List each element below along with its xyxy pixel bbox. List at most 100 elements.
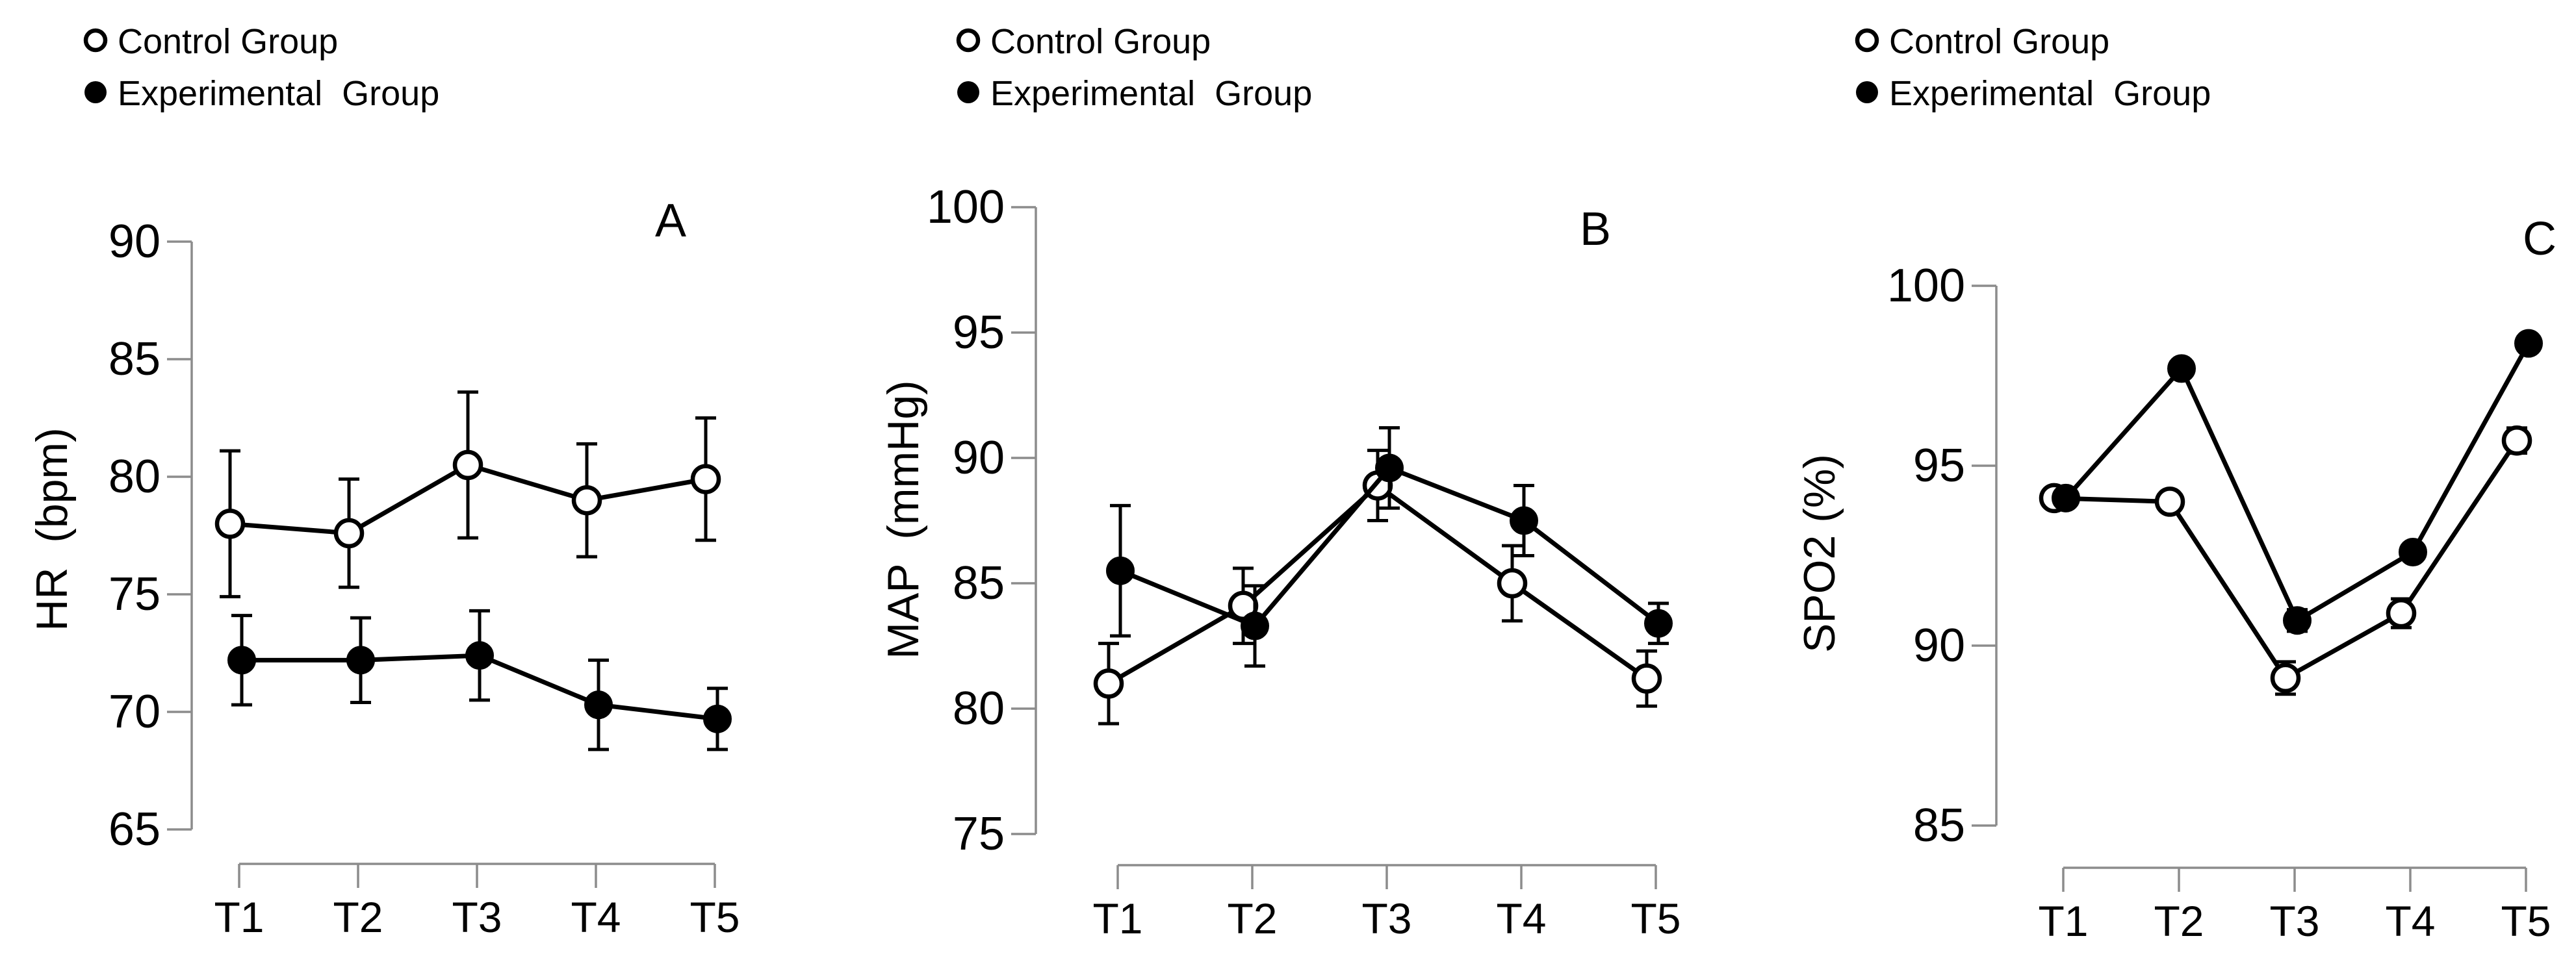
- data-point-filled: [1106, 556, 1135, 585]
- x-tick-label: T1: [1092, 894, 1142, 942]
- x-axis: T1 T2 T3 T4 T5: [1092, 864, 1681, 942]
- open-circle-marker-icon: [1855, 28, 1879, 53]
- x-tick-label: T5: [2501, 897, 2551, 945]
- legend-item-experimental: Experimental Group: [1856, 74, 2211, 113]
- data-point-open: [2386, 598, 2417, 629]
- x-tick-label: T5: [1630, 894, 1681, 942]
- series-control: [2039, 425, 2532, 696]
- panel-a: Control Group Experimental Group A 65 70 75 80…: [27, 22, 740, 941]
- data-point-open: [571, 485, 602, 516]
- y-tick-label: 85: [109, 333, 161, 385]
- x-tick-label: T3: [452, 893, 502, 941]
- data-point-open: [1631, 663, 1662, 694]
- series-control: [214, 390, 721, 599]
- y-tick-label: 70: [109, 686, 161, 738]
- legend: Control Group Experimental Group: [83, 22, 439, 113]
- series-experimental: [227, 609, 732, 752]
- data-point-filled: [465, 641, 494, 670]
- data-point-filled: [2167, 354, 2196, 383]
- x-tick-label: T2: [333, 893, 383, 941]
- data-point-filled: [703, 704, 732, 733]
- legend-label: Control Group: [1889, 22, 2109, 61]
- y-axis-title: SPO2 (%): [1795, 454, 1844, 653]
- open-circle-marker-icon: [83, 28, 108, 53]
- filled-circle-marker-icon: [84, 81, 107, 103]
- y-axis: 65 70 75 80 85 90 HR (bpm): [27, 216, 193, 855]
- y-tick-label: 80: [953, 683, 1005, 735]
- data-point-filled: [1510, 506, 1538, 535]
- y-tick-label: 85: [953, 557, 1005, 609]
- legend-item-experimental: Experimental Group: [957, 74, 1312, 113]
- x-tick-label: T4: [571, 893, 621, 941]
- legend-item-control: Control Group: [956, 22, 1211, 61]
- data-point-open: [2270, 663, 2301, 694]
- legend-label: Control Group: [118, 22, 338, 61]
- y-tick-label: 80: [109, 451, 161, 503]
- panel-c: Control Group Experimental Group C 85 90 95 10…: [1795, 22, 2557, 945]
- series-experimental: [1106, 426, 1673, 668]
- x-axis: T1 T2 T3 T4 T5: [2038, 866, 2551, 945]
- data-point-filled: [1241, 611, 1269, 640]
- data-point-open: [2501, 425, 2532, 456]
- data-point-open: [333, 518, 365, 549]
- y-axis-title: MAP (mmHg): [879, 380, 928, 659]
- data-point-filled: [227, 646, 256, 675]
- x-tick-label: T2: [2154, 897, 2204, 945]
- x-tick-label: T2: [1227, 894, 1277, 942]
- y-tick-label: 75: [109, 568, 161, 620]
- legend-label: Experimental Group: [1889, 74, 2211, 113]
- x-tick-label: T3: [2269, 897, 2319, 945]
- data-point-filled: [2399, 537, 2427, 566]
- data-point-filled: [2052, 483, 2080, 512]
- x-tick-label: T4: [2385, 897, 2435, 945]
- legend: Control Group Experimental Group: [956, 22, 1312, 113]
- open-circle-marker-icon: [956, 28, 981, 53]
- y-tick-label: 75: [953, 808, 1005, 860]
- legend-label: Experimental Group: [118, 74, 439, 113]
- y-tick-label: 90: [953, 432, 1005, 484]
- y-axis: 85 90 95 100 SPO2 (%): [1795, 260, 1998, 852]
- x-tick-label: T1: [2038, 897, 2088, 945]
- panel-letter: A: [655, 195, 686, 247]
- series-control: [1093, 448, 1662, 726]
- x-tick-label: T1: [214, 893, 264, 941]
- legend-label: Control Group: [990, 22, 1211, 61]
- filled-circle-marker-icon: [1856, 81, 1878, 103]
- x-axis: T1 T2 T3 T4 T5: [214, 863, 740, 941]
- data-point-open: [1497, 568, 1528, 599]
- data-point-filled: [1375, 453, 1404, 483]
- legend-item-experimental: Experimental Group: [84, 74, 439, 113]
- y-axis: 75 80 85 90 95 100 MAP (mmHg): [879, 181, 1037, 860]
- data-point-open: [452, 449, 483, 481]
- data-point-filled: [584, 690, 613, 720]
- legend-item-control: Control Group: [83, 22, 338, 61]
- data-point-open: [690, 464, 721, 494]
- data-point-open: [2154, 486, 2185, 517]
- legend: Control Group Experimental Group: [1855, 22, 2211, 113]
- y-tick-label: 90: [1913, 620, 1965, 672]
- y-tick-label: 90: [109, 216, 161, 268]
- x-tick-label: T3: [1361, 894, 1411, 942]
- panel-b: Control Group Experimental Group B 75 80 85 90…: [879, 22, 1681, 942]
- legend-item-control: Control Group: [1855, 22, 2109, 61]
- panel-letter: B: [1580, 203, 1611, 255]
- y-tick-label: 100: [927, 181, 1005, 233]
- data-point-open: [214, 509, 246, 539]
- legend-label: Experimental Group: [990, 74, 1312, 113]
- y-tick-label: 95: [953, 307, 1005, 359]
- y-tick-label: 100: [1887, 260, 1965, 312]
- series-experimental: [2052, 329, 2543, 635]
- data-point-filled: [1644, 609, 1673, 638]
- panel-letter: C: [2523, 213, 2557, 265]
- series-line: [2054, 439, 2519, 681]
- data-point-filled: [2283, 606, 2312, 635]
- filled-circle-marker-icon: [957, 81, 979, 103]
- data-point-filled: [346, 646, 375, 675]
- y-tick-label: 85: [1913, 800, 1965, 852]
- x-tick-label: T5: [689, 893, 740, 941]
- y-tick-label: 65: [109, 803, 161, 855]
- x-tick-label: T4: [1496, 894, 1546, 942]
- series-line: [2064, 342, 2531, 624]
